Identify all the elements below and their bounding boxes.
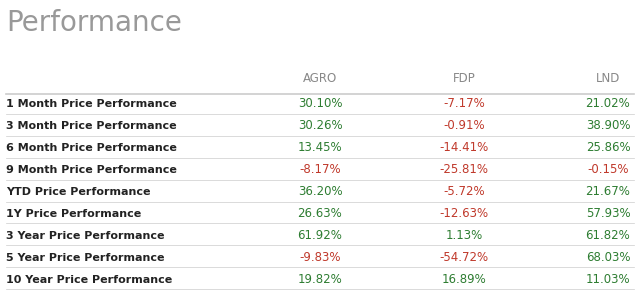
Text: -9.83%: -9.83% xyxy=(300,251,340,264)
Text: AGRO: AGRO xyxy=(303,72,337,85)
Text: -14.41%: -14.41% xyxy=(440,141,488,154)
Text: 21.67%: 21.67% xyxy=(586,185,630,198)
Text: 13.45%: 13.45% xyxy=(298,141,342,154)
Text: 61.82%: 61.82% xyxy=(586,229,630,242)
Text: -0.15%: -0.15% xyxy=(588,163,628,176)
Text: 1Y Price Performance: 1Y Price Performance xyxy=(6,209,141,219)
Text: 6 Month Price Performance: 6 Month Price Performance xyxy=(6,143,177,153)
Text: 30.10%: 30.10% xyxy=(298,97,342,110)
Text: 57.93%: 57.93% xyxy=(586,207,630,220)
Text: -5.72%: -5.72% xyxy=(443,185,485,198)
Text: 9 Month Price Performance: 9 Month Price Performance xyxy=(6,165,177,175)
Text: LND: LND xyxy=(596,72,620,85)
Text: 25.86%: 25.86% xyxy=(586,141,630,154)
Text: -12.63%: -12.63% xyxy=(440,207,488,220)
Text: 68.03%: 68.03% xyxy=(586,251,630,264)
Text: YTD Price Performance: YTD Price Performance xyxy=(6,187,151,197)
Text: 21.02%: 21.02% xyxy=(586,97,630,110)
Text: -25.81%: -25.81% xyxy=(440,163,488,176)
Text: 10 Year Price Performance: 10 Year Price Performance xyxy=(6,275,173,285)
Text: 16.89%: 16.89% xyxy=(442,273,486,286)
Text: 30.26%: 30.26% xyxy=(298,119,342,132)
Text: 1.13%: 1.13% xyxy=(445,229,483,242)
Text: -8.17%: -8.17% xyxy=(299,163,341,176)
Text: 36.20%: 36.20% xyxy=(298,185,342,198)
Text: 3 Month Price Performance: 3 Month Price Performance xyxy=(6,121,177,131)
Text: 19.82%: 19.82% xyxy=(298,273,342,286)
Text: -54.72%: -54.72% xyxy=(440,251,488,264)
Text: -7.17%: -7.17% xyxy=(443,97,485,110)
Text: -0.91%: -0.91% xyxy=(443,119,485,132)
Text: FDP: FDP xyxy=(452,72,476,85)
Text: 38.90%: 38.90% xyxy=(586,119,630,132)
Text: 1 Month Price Performance: 1 Month Price Performance xyxy=(6,99,177,109)
Text: 3 Year Price Performance: 3 Year Price Performance xyxy=(6,231,165,241)
Text: 11.03%: 11.03% xyxy=(586,273,630,286)
Text: Performance: Performance xyxy=(6,9,182,37)
Text: 26.63%: 26.63% xyxy=(298,207,342,220)
Text: 61.92%: 61.92% xyxy=(298,229,342,242)
Text: 5 Year Price Performance: 5 Year Price Performance xyxy=(6,253,165,263)
